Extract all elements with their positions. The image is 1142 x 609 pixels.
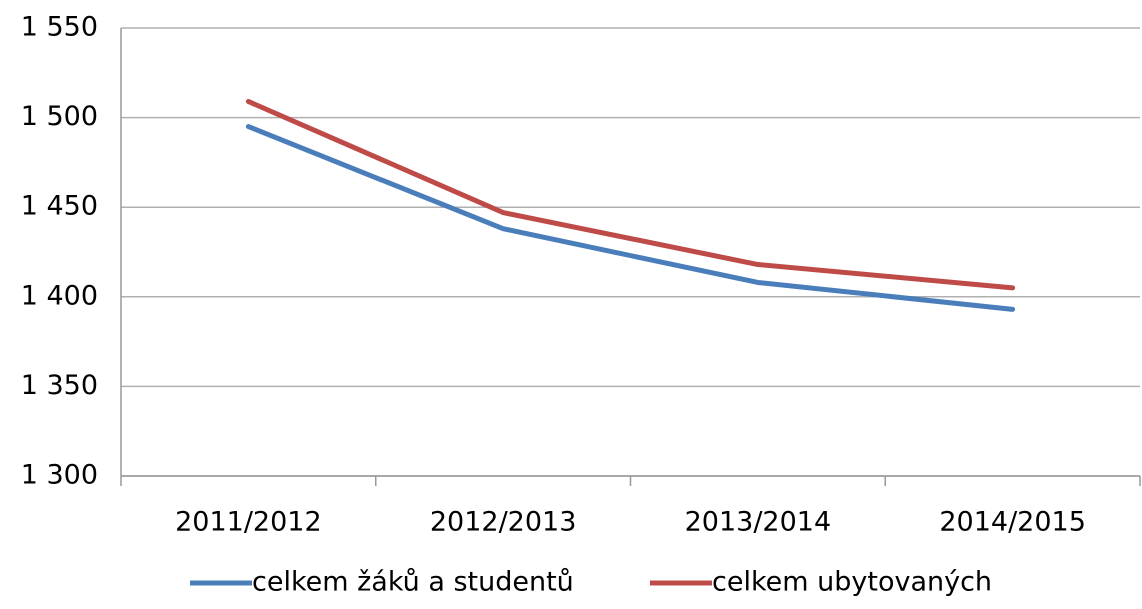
y-tick-label: 1 500 (21, 101, 98, 132)
y-tick-label: 1 550 (21, 12, 98, 43)
x-tick-label: 2014/2015 (939, 507, 1086, 538)
y-tick-label: 1 400 (21, 280, 98, 311)
legend-label: celkem žáků a studentů (252, 567, 574, 598)
series-line (245, 124, 1016, 312)
x-tick-label: 2012/2013 (430, 507, 577, 538)
y-tick-label: 1 450 (21, 191, 98, 222)
series-line (245, 98, 1016, 291)
y-tick-label: 1 300 (21, 460, 98, 491)
x-tick-label: 2013/2014 (685, 507, 832, 538)
x-tick-label: 2011/2012 (175, 507, 322, 538)
y-tick-label: 1 350 (21, 370, 98, 401)
legend-label: celkem ubytovaných (712, 567, 992, 598)
